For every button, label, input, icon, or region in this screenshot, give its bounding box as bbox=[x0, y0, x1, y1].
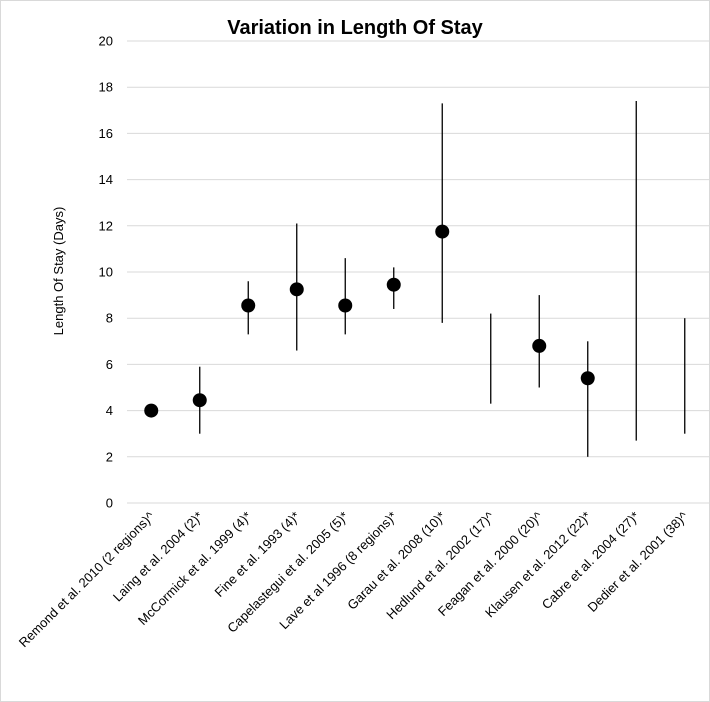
x-category-labels: Remond et al. 2010 (2 regions)^Laing et … bbox=[16, 508, 692, 650]
data-point bbox=[241, 298, 256, 313]
data-point bbox=[435, 224, 450, 239]
y-tick-label: 2 bbox=[106, 449, 113, 464]
x-category-label: Laing et al. 2004 (2)* bbox=[110, 509, 206, 605]
y-tick-label: 14 bbox=[99, 172, 113, 187]
data-point bbox=[192, 393, 207, 408]
y-tick-labels: 0 2 4 6 8 10 12 14 16 18 20 bbox=[99, 34, 113, 511]
y-tick-label: 18 bbox=[99, 80, 113, 95]
y-tick-label: 12 bbox=[99, 218, 113, 233]
y-tick-label: 0 bbox=[106, 496, 113, 511]
data-point bbox=[289, 282, 304, 297]
x-category-label: Garau et al. 2008 (10)* bbox=[344, 509, 448, 613]
x-category-label: Dedier et al. 2001 (38)^ bbox=[584, 508, 691, 615]
y-axis-label: Length Of Stay (Days) bbox=[51, 207, 66, 336]
range-lines bbox=[199, 101, 686, 457]
chart-title: Variation in Length Of Stay bbox=[227, 17, 483, 39]
data-points bbox=[144, 224, 595, 418]
x-category-label: Fine et al. 1993 (4)* bbox=[212, 509, 303, 600]
y-tick-label: 20 bbox=[99, 34, 113, 49]
y-tick-label: 4 bbox=[106, 403, 113, 418]
y-tick-label: 16 bbox=[99, 126, 113, 141]
grid-layer bbox=[127, 40, 709, 504]
y-tick-label: 6 bbox=[106, 357, 113, 372]
data-point bbox=[580, 371, 595, 386]
y-tick-label: 8 bbox=[106, 311, 113, 326]
x-category-label: Cabre et al. 2004 (27)* bbox=[539, 509, 643, 613]
data-point bbox=[386, 277, 401, 292]
data-point bbox=[338, 298, 353, 313]
data-point bbox=[144, 403, 159, 418]
data-point bbox=[532, 338, 547, 353]
y-tick-label: 10 bbox=[99, 265, 113, 280]
